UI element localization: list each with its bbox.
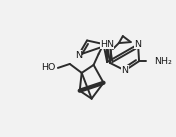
Text: N: N <box>100 41 107 50</box>
Text: NH₂: NH₂ <box>154 57 172 66</box>
Text: N: N <box>75 51 82 59</box>
Text: HO: HO <box>42 63 56 72</box>
Text: N: N <box>135 40 142 49</box>
Text: N: N <box>121 66 128 75</box>
Text: N: N <box>100 40 107 49</box>
Text: HN: HN <box>100 40 114 49</box>
Text: N: N <box>121 66 128 75</box>
Text: N: N <box>135 40 142 49</box>
Text: N: N <box>75 51 82 59</box>
